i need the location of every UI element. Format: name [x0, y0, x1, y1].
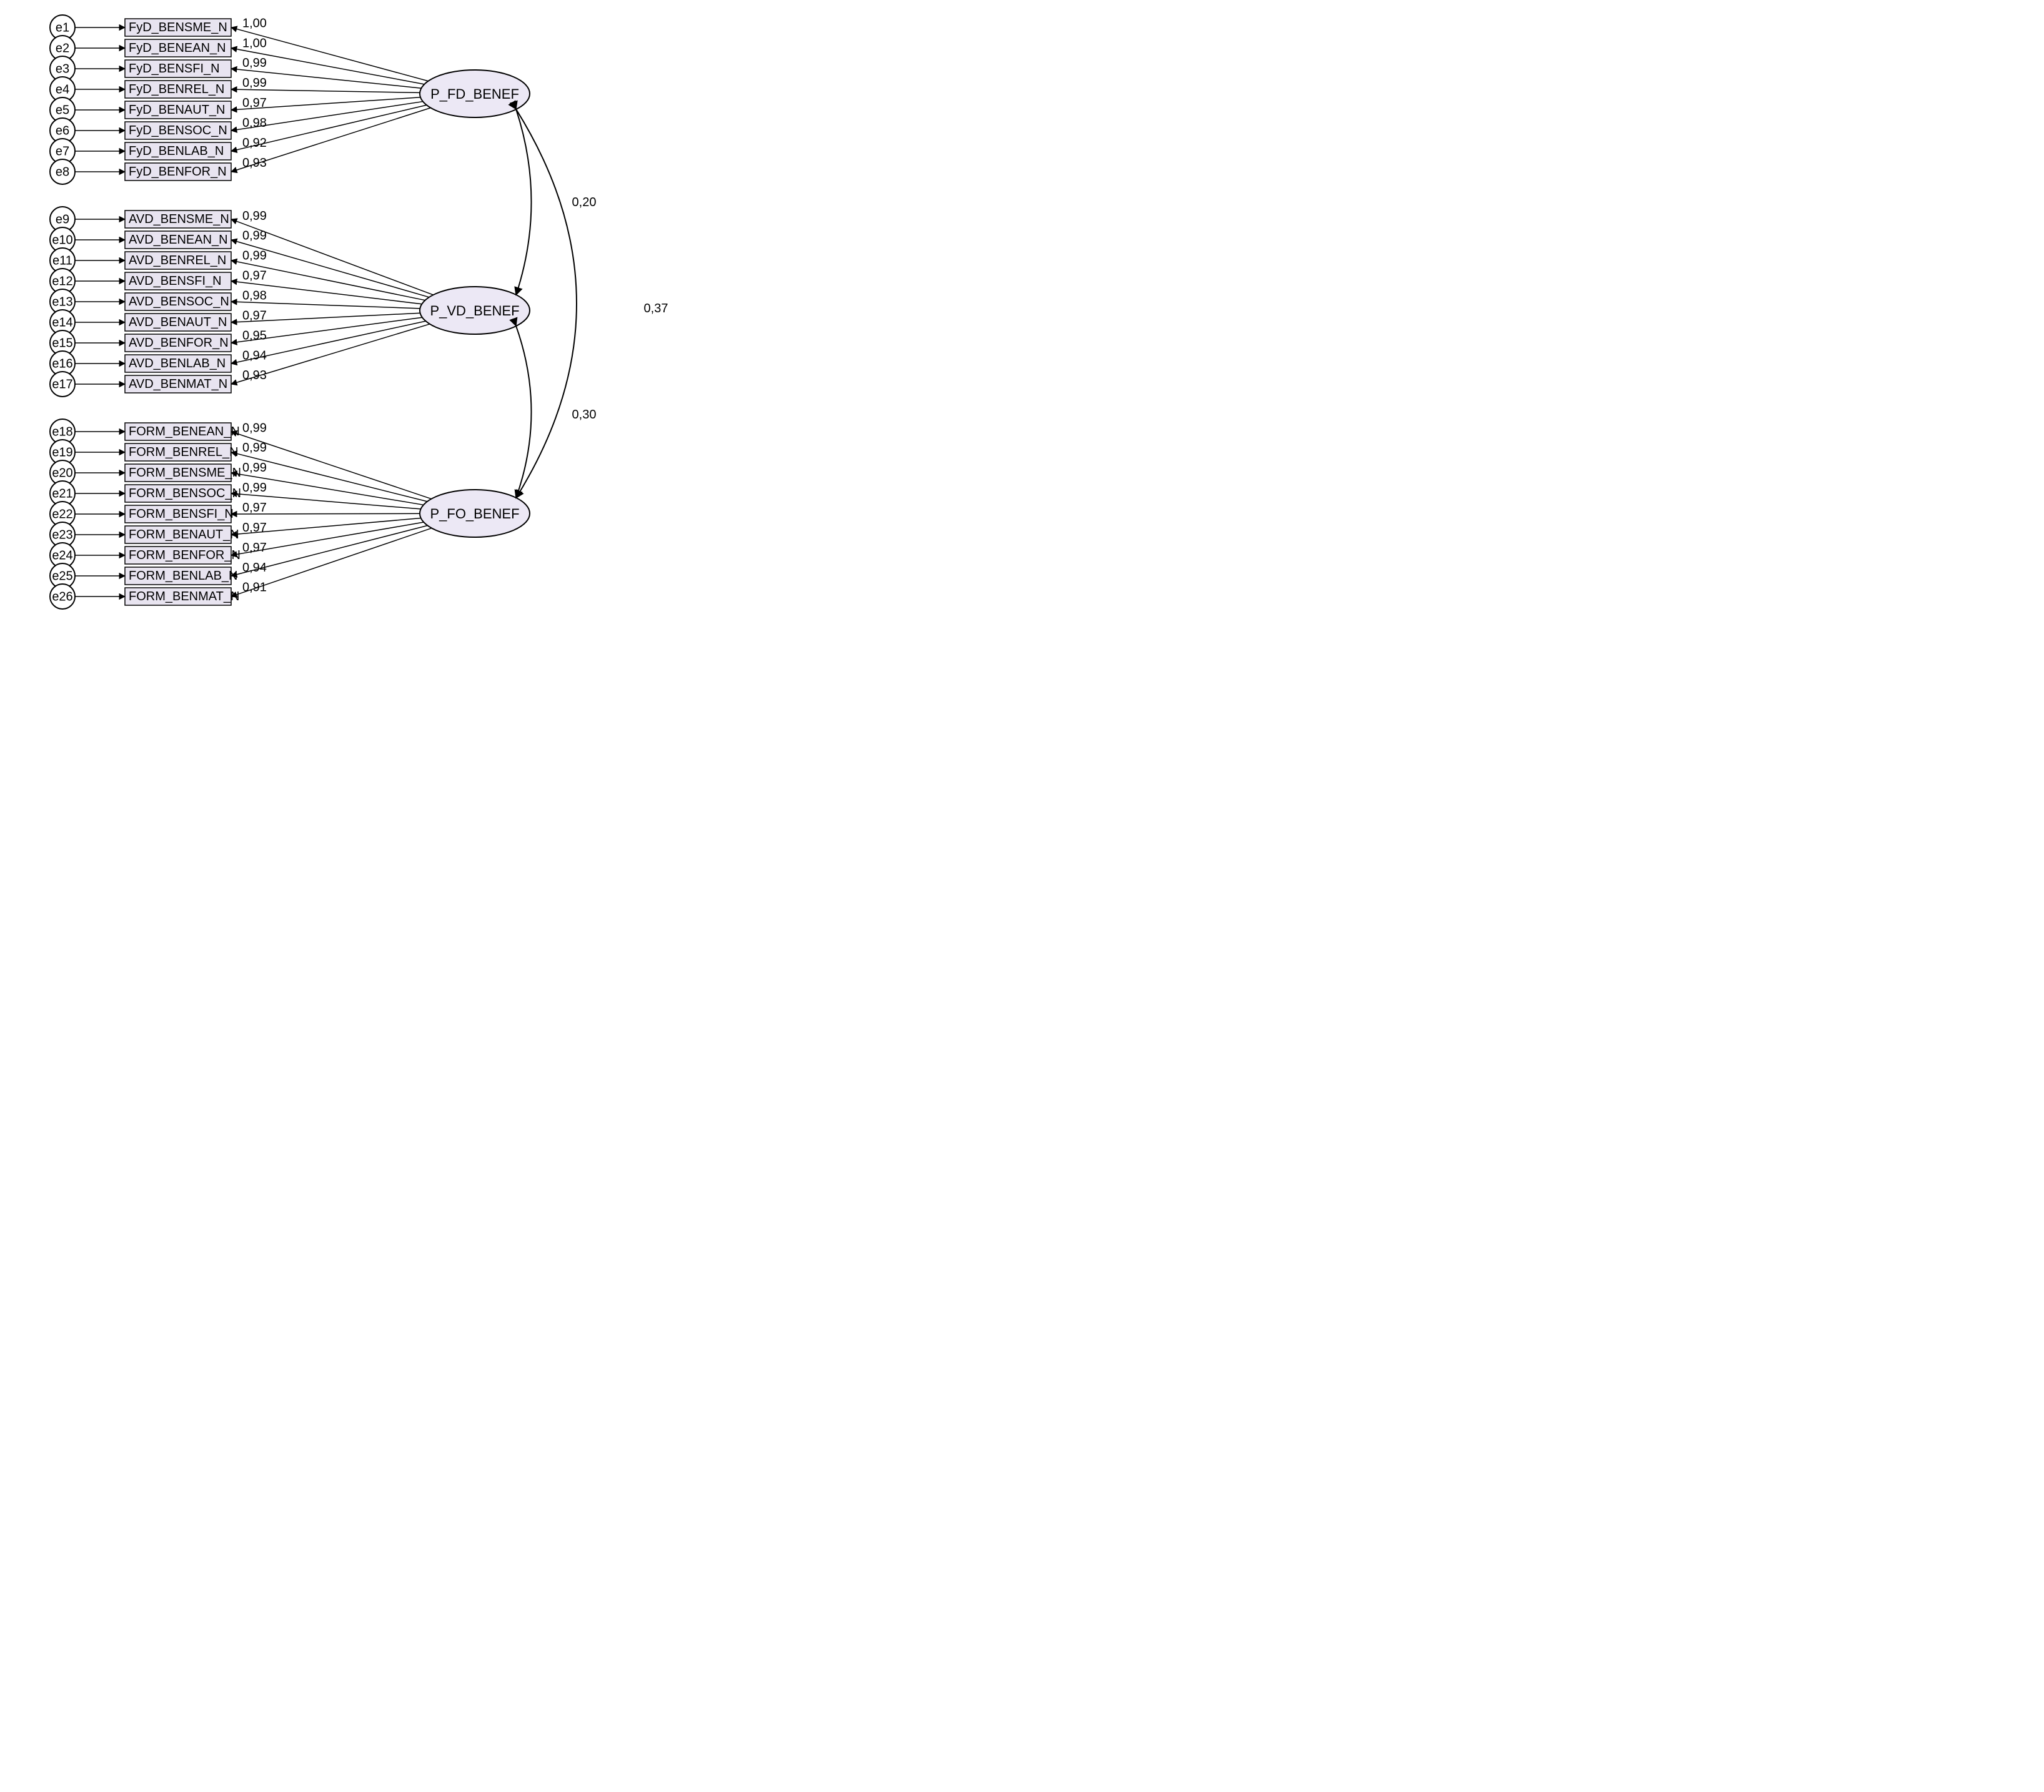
error-label: e10	[52, 233, 72, 247]
error-label: e21	[52, 487, 72, 500]
loading-value: 0,98	[242, 289, 267, 302]
loading-value: 0,94	[242, 349, 267, 362]
indicator-label: FyD_BENSOC_N	[129, 124, 227, 137]
error-label: e4	[56, 82, 69, 96]
loading-value: 0,92	[242, 136, 267, 150]
covariance-value: 0,37	[644, 302, 668, 315]
error-label: e15	[52, 336, 72, 350]
error-label: e22	[52, 507, 72, 521]
indicator-label: AVD_BENSOC_N	[129, 295, 229, 309]
loading-value: 0,93	[242, 156, 267, 170]
indicator-label: FORM_BENSOC_N	[129, 487, 241, 500]
indicator-label: FORM_BENMAT_N	[129, 590, 239, 603]
loading-value: 0,97	[242, 521, 267, 535]
indicator-label: AVD_BENLAB_N	[129, 357, 226, 370]
indicator-label: FORM_BENAUT_N	[129, 528, 239, 542]
error-label: e8	[56, 165, 69, 179]
indicator-label: AVD_BENAUT_N	[129, 315, 227, 329]
indicator-label: FORM_BENSFI_N	[129, 507, 234, 521]
loading-value: 0,99	[242, 249, 267, 263]
indicator-label: FORM_BENREL_N	[129, 445, 239, 459]
covariance-value: 0,30	[572, 408, 597, 422]
indicator-label: FyD_BENEAN_N	[129, 41, 226, 55]
loading-value: 0,94	[242, 561, 267, 575]
covariance-path	[516, 109, 532, 295]
indicator-label: FORM_BENFOR_N	[129, 548, 241, 562]
indicator-label: AVD_BENSFI_N	[129, 274, 222, 288]
loading-value: 0,99	[242, 421, 267, 435]
error-label: e2	[56, 41, 69, 55]
loading-value: 0,97	[242, 541, 267, 555]
error-label: e9	[56, 212, 69, 226]
indicator-label: FyD_BENREL_N	[129, 82, 224, 96]
error-label: e20	[52, 466, 72, 480]
indicator-label: FyD_BENLAB_N	[129, 144, 224, 158]
error-label: e13	[52, 295, 72, 309]
loading-value: 0,97	[242, 309, 267, 322]
error-label: e7	[56, 144, 69, 158]
loading-value: 0,97	[242, 501, 267, 515]
indicator-label: FyD_BENAUT_N	[129, 103, 225, 117]
loading-path	[231, 27, 429, 81]
loading-value: 1,00	[242, 16, 267, 30]
indicator-label: AVD_BENREL_N	[129, 254, 226, 267]
latent-label: P_VD_BENEF	[430, 303, 519, 319]
error-label: e24	[52, 548, 72, 562]
loading-value: 0,97	[242, 96, 267, 110]
error-label: e18	[52, 425, 72, 438]
error-label: e17	[52, 377, 72, 391]
loading-value: 0,99	[242, 441, 267, 455]
loading-path	[231, 302, 420, 309]
error-label: e25	[52, 569, 72, 583]
error-label: e3	[56, 62, 69, 76]
loading-value: 0,93	[242, 369, 267, 382]
indicator-label: FyD_BENFOR_N	[129, 165, 227, 179]
error-label: e1	[56, 21, 69, 34]
loading-value: 0,99	[242, 481, 267, 495]
error-label: e6	[56, 124, 69, 137]
loading-value: 0,99	[242, 56, 267, 70]
indicator-label: FyD_BENSFI_N	[129, 62, 220, 76]
latent-label: P_FD_BENEF	[430, 86, 519, 102]
indicator-label: AVD_BENFOR_N	[129, 336, 229, 350]
indicator-label: AVD_BENSME_N	[129, 212, 229, 226]
indicator-label: FORM_BENLAB_N	[129, 569, 238, 583]
indicator-label: FORM_BENSME_N	[129, 466, 241, 480]
error-label: e26	[52, 590, 72, 603]
indicator-label: FyD_BENSME_N	[129, 21, 227, 34]
error-label: e12	[52, 274, 72, 288]
loading-value: 0,95	[242, 329, 267, 342]
loading-value: 0,99	[242, 229, 267, 243]
loading-value: 0,91	[242, 581, 267, 595]
error-label: e11	[52, 254, 72, 267]
error-label: e16	[52, 357, 72, 370]
indicator-label: AVD_BENEAN_N	[129, 233, 228, 247]
latent-label: P_FO_BENEF	[430, 506, 519, 522]
covariance-value: 0,20	[572, 196, 597, 209]
sem-diagram: 1,00 1,00 0,99 0,99 0,97 0,98 0,92 0,93 e1 FyD_BE…	[0, 0, 693, 612]
loading-value: 0,99	[242, 76, 267, 90]
error-label: e19	[52, 445, 72, 459]
loading-value: 1,00	[242, 36, 267, 50]
loading-value: 0,99	[242, 209, 267, 223]
loading-value: 0,99	[242, 461, 267, 475]
error-label: e23	[52, 528, 72, 542]
loading-value: 0,98	[242, 116, 267, 130]
covariance-path	[516, 326, 532, 498]
indicator-label: AVD_BENMAT_N	[129, 377, 227, 391]
indicator-label: FORM_BENEAN_N	[129, 425, 240, 438]
error-label: e5	[56, 103, 69, 117]
loading-value: 0,97	[242, 269, 267, 282]
error-label: e14	[52, 315, 72, 329]
